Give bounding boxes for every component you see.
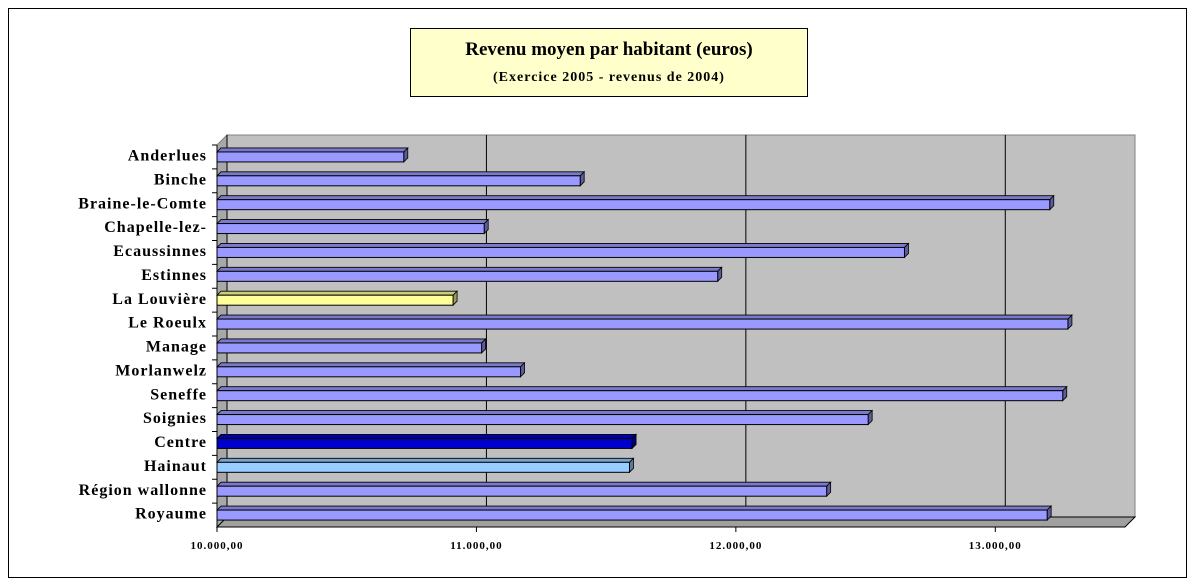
y-tick-label: Morlanwelz [115,362,207,379]
y-tick-label: Estinnes [141,267,207,284]
bar-top [216,338,487,344]
bar [216,414,869,426]
y-tick-label: Anderlues [128,148,207,165]
bar-top [216,243,910,248]
bar [216,199,1051,211]
y-tick-label: Centre [154,434,207,451]
bar-top [216,505,1053,511]
y-tick-label: Binche [154,171,207,188]
bar [216,461,630,473]
bar-top [216,434,638,439]
y-tick-label: Hainaut [144,458,207,475]
chart-subtitle: (Exercice 2005 - revenus de 2004) [493,70,725,85]
chart-title: Revenu moyen par habitant (euros) [465,39,752,60]
y-tick-label: Seneffe [150,386,207,403]
bar-top [216,457,635,463]
bar [216,485,828,497]
bar-top [216,290,459,296]
y-tick-label: Ecaussinnes [113,243,207,260]
bar-top [216,219,490,224]
y-tick-label: Région wallonne [79,482,207,499]
bar [216,366,522,378]
bar-top [216,410,874,415]
bar [216,223,485,235]
bar [216,509,1048,521]
bar [216,342,483,354]
y-tick-label: Le Roeulx [128,315,207,332]
bar-top [216,481,832,487]
bar [216,175,581,187]
bar-top [216,386,1068,392]
bar-top [216,195,1055,201]
bar [216,270,719,282]
y-tick-label: Chapelle-lez- [104,219,207,236]
title-box [410,28,808,97]
y-tick-label: Braine-le-Comte [78,195,207,212]
x-tick-label: 11.000,00 [450,540,502,552]
bar-top [216,362,526,368]
y-tick-label: Soignies [143,410,207,427]
bar [216,437,633,449]
y-tick-label: Manage [146,339,207,356]
x-tick-label: 12.000,00 [709,540,762,552]
y-tick-label: Royaume [135,506,207,523]
bar [216,390,1064,402]
bar-top [216,147,409,153]
bar [216,318,1069,330]
x-tick-label: 13.000,00 [969,540,1022,552]
bar-top [216,266,723,272]
bar-top [216,171,586,177]
bar [216,151,405,163]
bar [216,246,905,258]
y-tick-label: La Louvière [112,291,207,308]
x-tick-label: 10.000,00 [191,540,244,552]
bar [216,294,454,306]
bar-top [216,314,1073,320]
